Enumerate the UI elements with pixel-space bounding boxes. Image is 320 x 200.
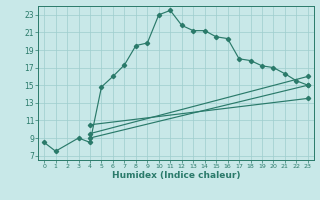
X-axis label: Humidex (Indice chaleur): Humidex (Indice chaleur)	[112, 171, 240, 180]
